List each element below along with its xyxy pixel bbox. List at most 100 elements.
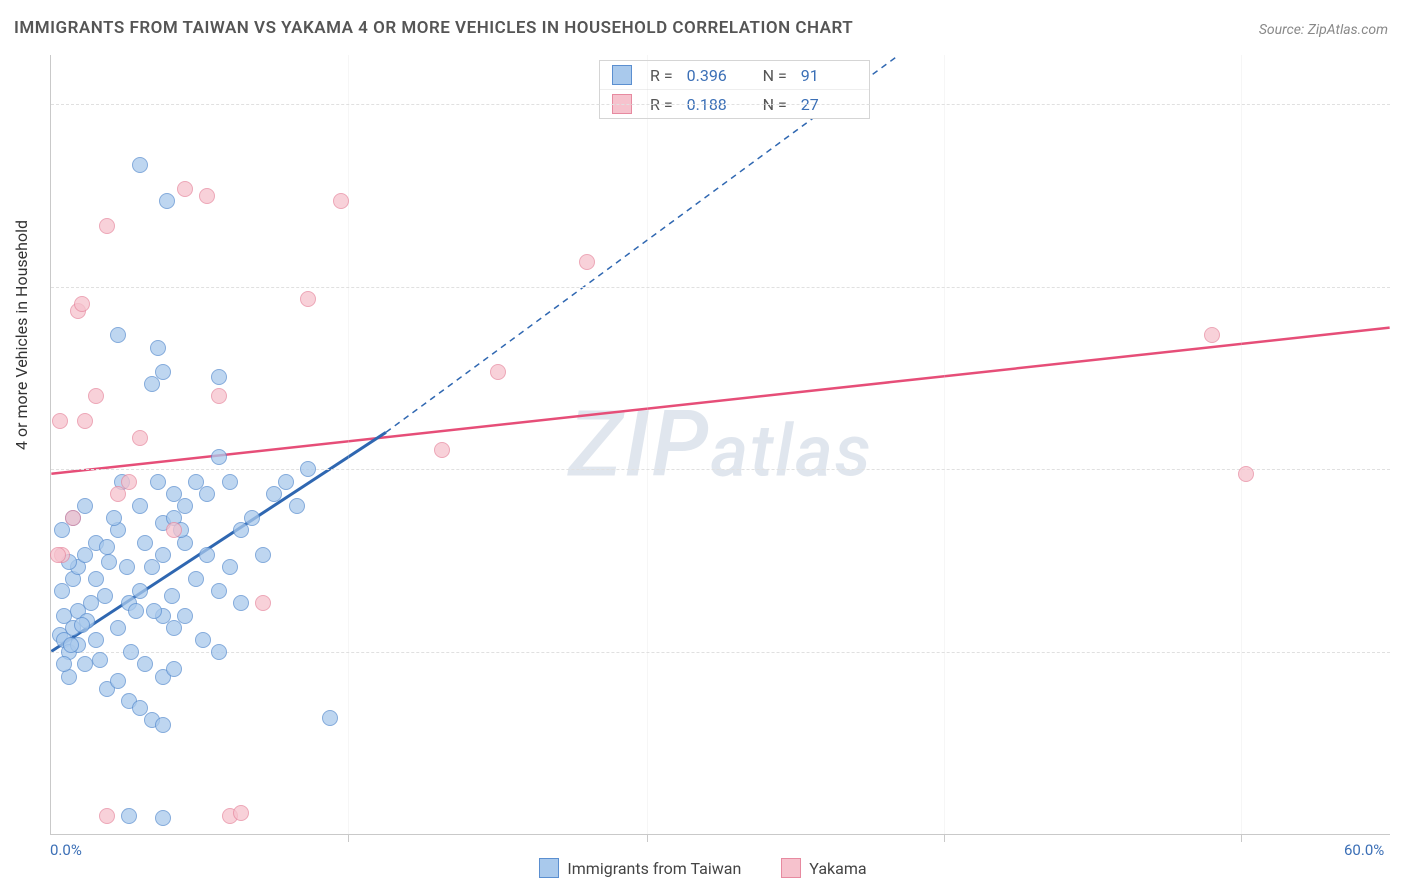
data-point bbox=[266, 486, 282, 502]
data-point bbox=[99, 218, 115, 234]
data-point bbox=[255, 595, 271, 611]
gridline-v bbox=[348, 55, 349, 834]
data-point bbox=[88, 632, 104, 648]
data-point bbox=[54, 522, 70, 538]
data-point bbox=[52, 413, 68, 429]
data-point bbox=[121, 474, 137, 490]
data-point bbox=[166, 620, 182, 636]
data-point bbox=[155, 810, 171, 826]
data-point bbox=[199, 486, 215, 502]
data-point bbox=[150, 474, 166, 490]
data-point bbox=[222, 474, 238, 490]
data-point bbox=[132, 157, 148, 173]
data-point bbox=[65, 510, 81, 526]
data-point bbox=[137, 535, 153, 551]
legend-item: Immigrants from Taiwan bbox=[539, 858, 741, 878]
data-point bbox=[322, 710, 338, 726]
data-point bbox=[199, 188, 215, 204]
data-point bbox=[166, 661, 182, 677]
data-point bbox=[110, 620, 126, 636]
data-point bbox=[159, 193, 175, 209]
data-point bbox=[50, 547, 66, 563]
data-point bbox=[233, 595, 249, 611]
data-point bbox=[199, 547, 215, 563]
stat-r-label: R = bbox=[650, 66, 673, 85]
data-point bbox=[211, 369, 227, 385]
chart-title: IMMIGRANTS FROM TAIWAN VS YAKAMA 4 OR MO… bbox=[14, 18, 853, 38]
data-point bbox=[99, 808, 115, 824]
legend-label: Immigrants from Taiwan bbox=[567, 859, 741, 878]
y-axis-title: 4 or more Vehicles in Household bbox=[12, 220, 31, 450]
gridline-h bbox=[51, 652, 1390, 653]
source-label: Source: ZipAtlas.com bbox=[1259, 22, 1388, 38]
x-tick bbox=[944, 834, 945, 842]
data-point bbox=[119, 559, 135, 575]
data-point bbox=[132, 430, 148, 446]
data-point bbox=[88, 571, 104, 587]
data-point bbox=[77, 656, 93, 672]
data-point bbox=[166, 522, 182, 538]
data-point bbox=[155, 364, 171, 380]
data-point bbox=[110, 673, 126, 689]
data-point bbox=[490, 364, 506, 380]
data-point bbox=[144, 559, 160, 575]
data-point bbox=[77, 413, 93, 429]
data-point bbox=[333, 193, 349, 209]
data-point bbox=[99, 539, 115, 555]
data-point bbox=[121, 808, 137, 824]
data-point bbox=[123, 644, 139, 660]
x-tick-label: 0.0% bbox=[50, 841, 82, 859]
data-point bbox=[177, 181, 193, 197]
stat-n-value: 91 bbox=[801, 66, 857, 85]
stats-legend: R =0.396N =91R =0.188N =27 bbox=[599, 60, 870, 119]
data-point bbox=[300, 291, 316, 307]
gridline-h bbox=[51, 469, 1390, 470]
data-point bbox=[211, 388, 227, 404]
data-point bbox=[146, 603, 162, 619]
data-point bbox=[92, 652, 108, 668]
x-tick-label: 60.0% bbox=[1344, 841, 1384, 859]
stat-n-label: N = bbox=[763, 66, 787, 85]
data-point bbox=[222, 559, 238, 575]
data-point bbox=[211, 449, 227, 465]
gridline-v bbox=[1241, 55, 1242, 834]
gridline-h bbox=[51, 287, 1390, 288]
gridline-h bbox=[51, 104, 1390, 105]
plot-area: ZIPatlas R =0.396N =91R =0.188N =27 7.5%… bbox=[50, 55, 1390, 835]
data-point bbox=[137, 656, 153, 672]
stat-r-value: 0.396 bbox=[687, 66, 743, 85]
gridline-v bbox=[944, 55, 945, 834]
legend-swatch bbox=[781, 858, 801, 878]
data-point bbox=[233, 805, 249, 821]
data-point bbox=[233, 522, 249, 538]
data-point bbox=[177, 498, 193, 514]
data-point bbox=[579, 254, 595, 270]
data-point bbox=[211, 583, 227, 599]
data-point bbox=[289, 498, 305, 514]
data-point bbox=[177, 608, 193, 624]
data-point bbox=[188, 474, 204, 490]
data-point bbox=[88, 388, 104, 404]
data-point bbox=[166, 486, 182, 502]
trend-lines bbox=[51, 55, 1390, 834]
data-point bbox=[56, 656, 72, 672]
x-tick bbox=[1241, 834, 1242, 842]
series-legend: Immigrants from Taiwan Yakama bbox=[0, 858, 1406, 878]
x-tick bbox=[348, 834, 349, 842]
data-point bbox=[74, 617, 90, 633]
data-point bbox=[54, 583, 70, 599]
data-point bbox=[434, 442, 450, 458]
data-point bbox=[101, 554, 117, 570]
data-point bbox=[132, 498, 148, 514]
data-point bbox=[150, 340, 166, 356]
data-point bbox=[300, 461, 316, 477]
data-point bbox=[110, 327, 126, 343]
legend-stat-row: R = 0.396 N = 91 bbox=[600, 61, 869, 89]
gridline-v bbox=[647, 55, 648, 834]
legend-item: Yakama bbox=[781, 858, 866, 878]
legend-label: Yakama bbox=[809, 859, 866, 878]
data-point bbox=[110, 486, 126, 502]
data-point bbox=[1204, 327, 1220, 343]
data-point bbox=[155, 717, 171, 733]
data-point bbox=[63, 637, 79, 653]
